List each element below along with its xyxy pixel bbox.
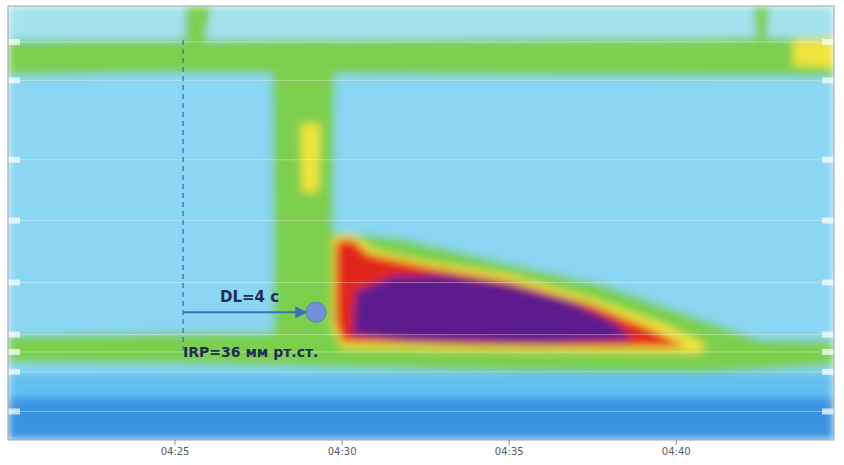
plot-area [8, 6, 834, 440]
plot-frame [8, 6, 834, 440]
y-tick [8, 39, 20, 45]
grid-line [8, 41, 834, 42]
pressure-region [352, 275, 633, 343]
dl-label: DL=4 с [220, 288, 279, 306]
irp-label: IRP=36 мм рт.ст. [183, 344, 318, 360]
y-tick [8, 332, 20, 338]
y-tick [822, 218, 834, 224]
y-tick [8, 157, 20, 163]
heatmap [8, 6, 834, 440]
cdp-point [306, 302, 326, 322]
y-tick [8, 369, 20, 375]
pressure-region [8, 232, 834, 373]
pressure-region [185, 6, 212, 41]
x-tick-label: 04:35 [495, 446, 524, 457]
y-tick [822, 408, 834, 414]
pressure-region [8, 6, 834, 38]
grid [8, 39, 834, 415]
y-tick [822, 77, 834, 83]
y-tick [8, 280, 20, 286]
y-tick [8, 349, 20, 355]
y-tick [822, 39, 834, 45]
grid-line [8, 371, 834, 372]
swallow-onset-line [182, 40, 183, 350]
grid-line [8, 80, 834, 81]
x-tick [175, 440, 176, 445]
grid-line [8, 282, 834, 283]
pressure-region [793, 38, 834, 68]
pressure-region [8, 398, 834, 440]
x-tick-label: 04:30 [328, 446, 357, 457]
grid-line [8, 411, 834, 412]
pressure-region [335, 239, 686, 347]
pressure-region [753, 6, 770, 41]
y-tick [8, 408, 20, 414]
y-tick [8, 77, 20, 83]
y-tick [822, 157, 834, 163]
x-tick [342, 440, 343, 445]
pressure-region [300, 124, 320, 192]
annotations: DL=4 с IRP=36 мм рт.ст. [183, 40, 326, 360]
pressure-region [272, 39, 335, 334]
y-tick [8, 218, 20, 224]
x-tick-label: 04:40 [662, 446, 691, 457]
pressure-region [8, 37, 834, 77]
y-tick [822, 369, 834, 375]
grid-line [8, 220, 834, 221]
pressure-region [8, 6, 834, 440]
pressure-region [8, 373, 834, 398]
dl-arrow [183, 311, 306, 313]
grid-line [8, 351, 834, 352]
x-tick-label: 04:25 [161, 446, 190, 457]
grid-line [8, 159, 834, 160]
x-tick [509, 440, 510, 445]
y-tick [822, 349, 834, 355]
y-tick [822, 332, 834, 338]
pressure-region [332, 234, 706, 353]
x-tick [676, 440, 677, 445]
grid-line [8, 334, 834, 335]
y-tick [822, 280, 834, 286]
x-axis: 04:25 04:30 04:35 04:40 [161, 440, 691, 457]
chart: 04:25 04:30 04:35 04:40 DL=4 с IRP=36 мм рт.с… [0, 0, 844, 465]
